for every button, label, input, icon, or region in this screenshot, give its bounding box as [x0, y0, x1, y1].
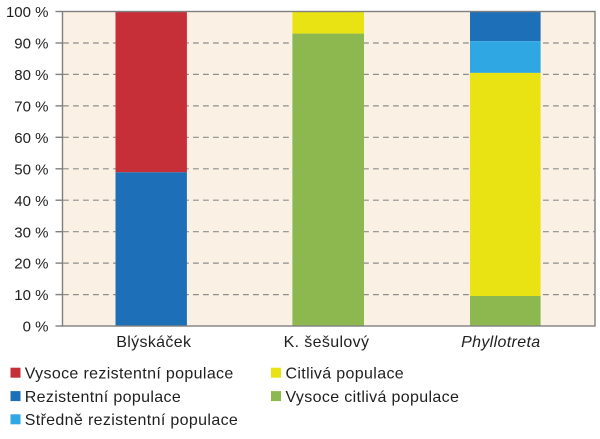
- svg-text:30 %: 30 %: [14, 224, 48, 241]
- svg-text:60 %: 60 %: [14, 130, 48, 147]
- svg-text:100 %: 100 %: [6, 4, 49, 21]
- svg-text:20 %: 20 %: [14, 256, 48, 273]
- svg-text:Phyllotreta: Phyllotreta: [461, 334, 540, 351]
- svg-text:10 %: 10 %: [14, 287, 48, 304]
- svg-text:80 %: 80 %: [14, 67, 48, 84]
- svg-text:90 %: 90 %: [14, 36, 48, 53]
- svg-text:0 %: 0 %: [23, 319, 49, 336]
- svg-text:Blýskáček: Blýskáček: [116, 334, 192, 351]
- svg-text:Vysoce citlivá populace: Vysoce citlivá populace: [286, 389, 460, 406]
- svg-text:Středně rezistentní populace: Středně rezistentní populace: [25, 412, 239, 429]
- svg-text:Rezistentní populace: Rezistentní populace: [25, 389, 181, 406]
- svg-text:K. šešulový: K. šešulový: [284, 334, 370, 351]
- svg-text:Vysoce rezistentní populace: Vysoce rezistentní populace: [25, 366, 234, 383]
- svg-text:40 %: 40 %: [14, 193, 48, 210]
- svg-text:Citlivá populace: Citlivá populace: [286, 366, 405, 383]
- svg-text:70 %: 70 %: [14, 99, 48, 116]
- svg-text:50 %: 50 %: [14, 161, 48, 178]
